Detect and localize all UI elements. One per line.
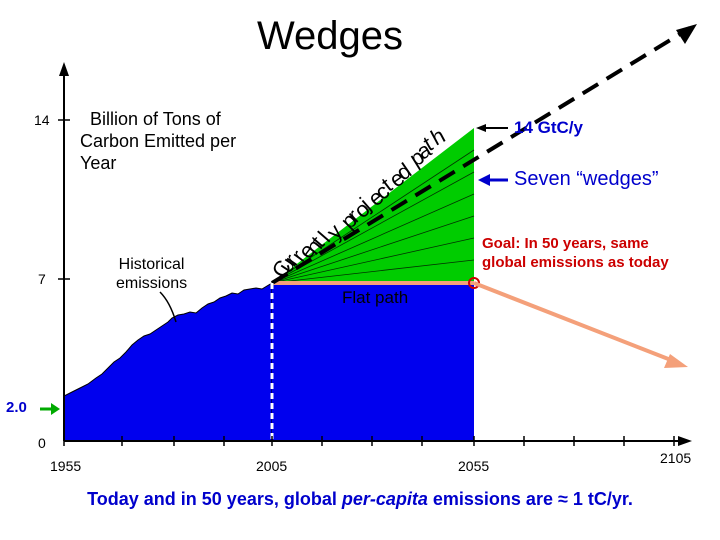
y-axis-label: Billion of Tons of Carbon Emitted per Ye…: [80, 108, 236, 174]
goal-arrowhead: [664, 354, 688, 368]
x-tick-label-2005: 2005: [256, 458, 288, 474]
y-axis-label-line1: Billion of Tons of: [90, 109, 221, 129]
projected-path-arrowhead: [676, 24, 697, 44]
flat-path-area: [272, 283, 474, 441]
y-axis-arrowhead: [59, 62, 69, 76]
two-point-zero-label: 2.0: [6, 399, 27, 416]
footer-note: Today and in 50 years, global per-capita…: [0, 489, 720, 510]
seven-wedges-label: Seven “wedges”: [514, 168, 659, 190]
slide-title: Wedges: [256, 14, 403, 58]
footer-emph: per-capita: [341, 489, 428, 509]
y-axis-label-line3: Year: [80, 153, 117, 173]
historical-label-line1: Historical: [118, 256, 185, 273]
gtc-arrowhead: [476, 124, 486, 132]
historical-pointer: [159, 291, 177, 323]
projected-path-line: [270, 26, 692, 285]
footer-prefix: Today and in 50 years, global: [87, 489, 342, 509]
wedges-arrowhead: [478, 174, 490, 186]
x-tick-label-2055: 2055: [458, 458, 490, 474]
x-axis-arrowhead: [678, 436, 692, 446]
x-ticks: [63, 436, 675, 446]
wedges-green-area: [272, 128, 474, 283]
y-tick-label-0: 0: [38, 435, 46, 451]
goal-label: Goal: In 50 years, same global emissions…: [482, 234, 669, 272]
historical-label-line2: emissions: [116, 275, 188, 292]
two-point-zero-arrowhead: [51, 403, 60, 415]
x-tick-label-1955: 1955: [50, 458, 82, 474]
x-tick-label-2105: 2105: [660, 450, 692, 466]
historical-emissions-area: [63, 282, 273, 442]
goal-label-line1: Goal: In 50 years, same: [482, 235, 649, 252]
goal-label-line2: global emissions as today: [482, 254, 669, 271]
y-axis-label-line2: Carbon Emitted per: [80, 131, 237, 151]
gtc-label: 14 GtC/y: [514, 118, 583, 137]
goal-declining-arrow: [473, 281, 677, 364]
historical-emissions-label: Historical emissions: [116, 255, 187, 293]
footer-suffix: emissions are ≈ 1 tC/yr.: [427, 489, 633, 509]
flat-path-label: Flat path: [342, 288, 409, 307]
y-tick-label-14: 14: [34, 112, 50, 128]
y-tick-label-7: 7: [38, 271, 46, 287]
